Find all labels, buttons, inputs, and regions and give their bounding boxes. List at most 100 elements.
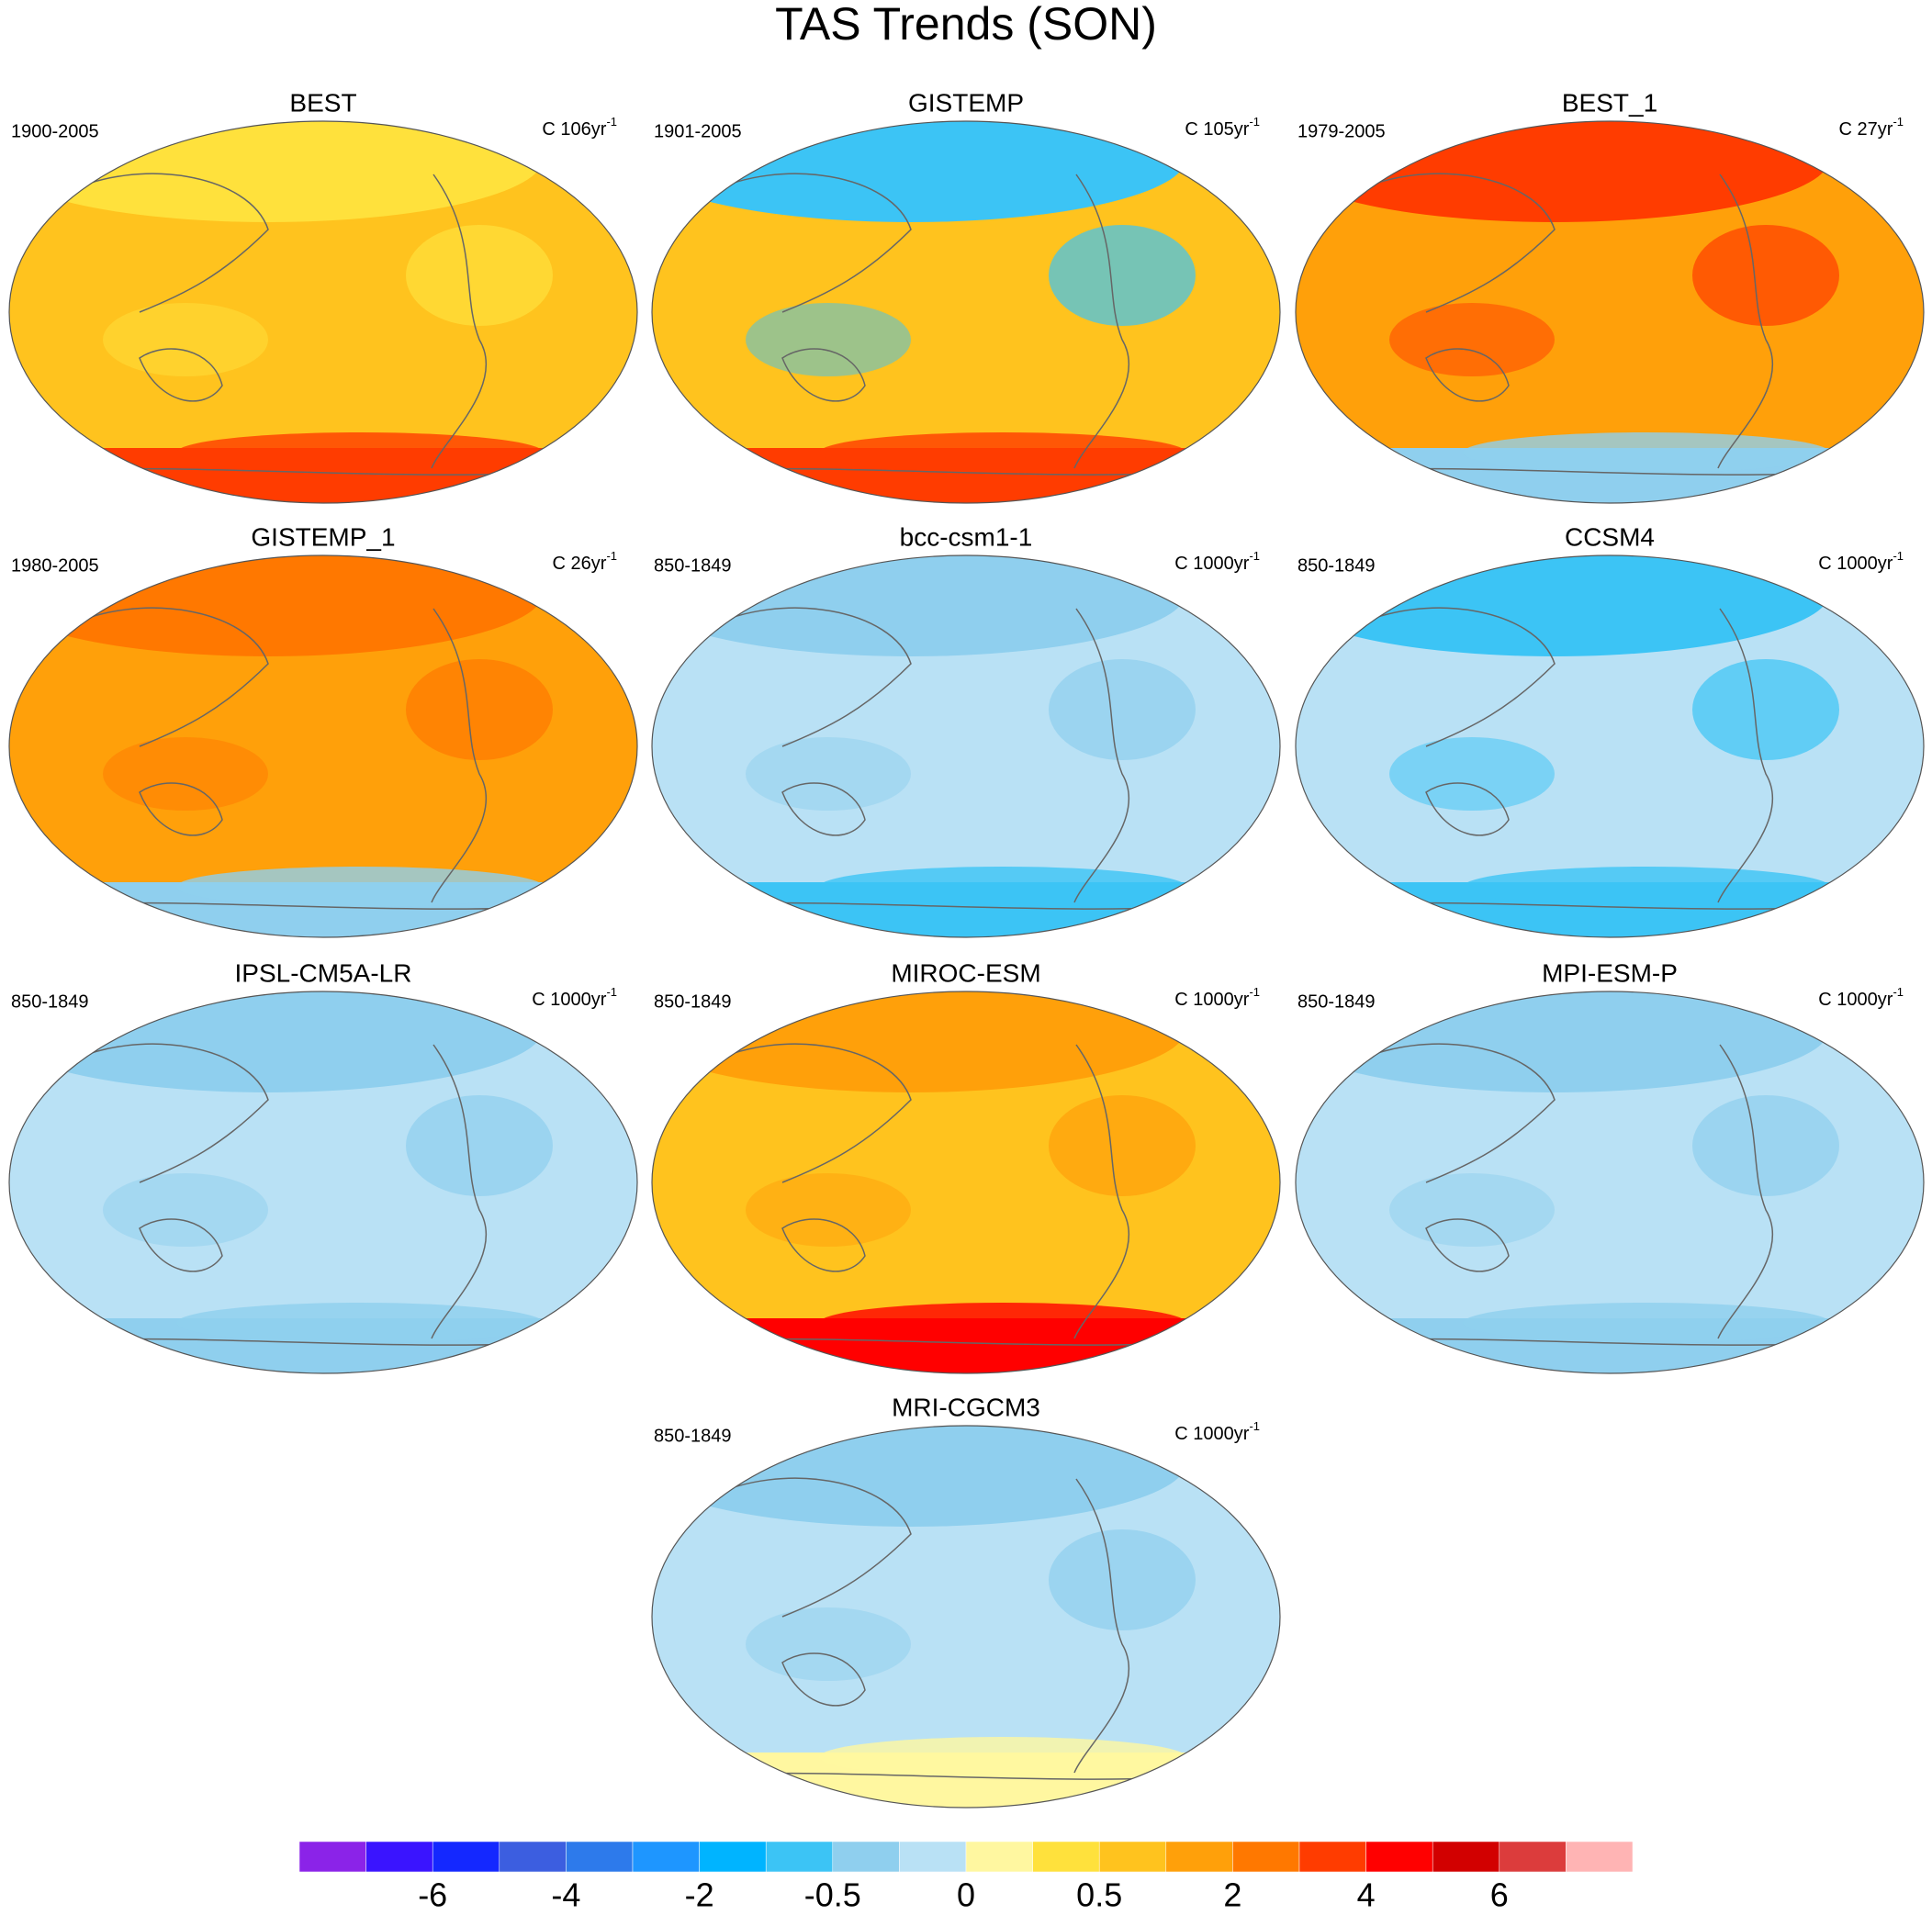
panel-units: C 1000yr-1	[1174, 1419, 1260, 1444]
units-text: C 1000yr	[1818, 990, 1893, 1010]
colorbar-box	[1165, 1841, 1233, 1873]
coastline	[1425, 782, 1510, 836]
panel-period: 850-1849	[654, 991, 732, 1012]
map-region	[819, 1303, 1186, 1343]
colorbar-box	[965, 1841, 1033, 1873]
coastline	[65, 1043, 269, 1183]
coastline	[1425, 1218, 1510, 1272]
colorbar-label: 4	[1357, 1876, 1376, 1914]
colorbar-box	[432, 1841, 500, 1873]
panel-title: GISTEMP	[908, 88, 1024, 117]
map-region	[1692, 225, 1839, 326]
map-region	[746, 737, 911, 811]
map-panel: CCSM4 850-1849 C 1000yr-1	[1295, 522, 1925, 938]
panel-units: C 105yr-1	[1185, 115, 1260, 140]
panel-units: C 1000yr-1	[1174, 985, 1260, 1010]
units-exponent: -1	[1249, 549, 1260, 563]
coastline	[1425, 348, 1510, 402]
map-region	[103, 303, 268, 376]
panel-units: C 27yr-1	[1839, 115, 1904, 140]
map-panel: GISTEMP_1 1980-2005 C 26yr-1	[8, 522, 638, 938]
map-region	[176, 1303, 544, 1343]
panel-units: C 1000yr-1	[1174, 549, 1260, 574]
map-region	[819, 432, 1186, 473]
units-exponent: -1	[1249, 985, 1260, 999]
panel-title: MIROC-ESM	[891, 958, 1040, 987]
units-text: C 1000yr	[1174, 990, 1249, 1010]
colorbar-box	[1365, 1841, 1433, 1873]
panel-title: BEST_1	[1562, 88, 1657, 117]
colorbar-label: 6	[1490, 1876, 1509, 1914]
map-outline	[8, 991, 638, 1374]
units-text: C 1000yr	[1174, 1424, 1249, 1444]
map-panel: MIROC-ESM 850-1849 C 1000yr-1	[651, 958, 1281, 1374]
map-region	[1389, 737, 1555, 811]
units-text: C 26yr	[553, 554, 607, 574]
colorbar-box	[765, 1841, 834, 1873]
map-field	[1296, 121, 1924, 503]
colorbar-box	[1098, 1841, 1167, 1873]
map-field	[652, 555, 1280, 937]
map-outline	[651, 120, 1281, 504]
map-panel: BEST_1 1979-2005 C 27yr-1	[1295, 88, 1925, 504]
coastline	[1073, 1044, 1129, 1339]
panel-period: 850-1849	[654, 1426, 732, 1446]
map-outline	[1295, 120, 1925, 504]
coastline	[139, 348, 223, 402]
panel-title: GISTEMP_1	[251, 522, 395, 551]
map-region	[819, 867, 1186, 907]
map-region	[1389, 1173, 1555, 1247]
panel-title: BEST	[289, 88, 356, 117]
panel-period: 1980-2005	[11, 555, 99, 576]
coastline	[1352, 1043, 1556, 1183]
coastline	[1717, 1044, 1773, 1339]
colorbar-box	[832, 1841, 900, 1873]
panel-units: C 1000yr-1	[532, 985, 617, 1010]
colorbar-box	[1499, 1841, 1567, 1873]
map-region	[1049, 1529, 1196, 1630]
map-region	[1389, 303, 1555, 376]
colorbar-label: 0.5	[1076, 1876, 1122, 1914]
coastline	[431, 174, 487, 469]
coastline	[1073, 1478, 1129, 1774]
map-region	[406, 225, 553, 326]
coastline	[708, 607, 912, 747]
map-field	[9, 991, 637, 1373]
panel-title: MPI-ESM-P	[1542, 958, 1678, 987]
map-region	[1049, 225, 1196, 326]
panel-period: 1979-2005	[1297, 121, 1386, 141]
colorbar-box	[499, 1841, 567, 1873]
colorbar-label: 0	[957, 1876, 975, 1914]
coastline	[1717, 608, 1773, 903]
map-region	[406, 659, 553, 760]
units-exponent: -1	[606, 115, 617, 129]
units-exponent: -1	[606, 549, 617, 563]
map-field	[1296, 555, 1924, 937]
units-text: C 27yr	[1839, 119, 1893, 140]
map-field	[652, 1426, 1280, 1808]
map-region	[746, 303, 911, 376]
map-region	[1463, 1303, 1830, 1343]
coastline	[139, 782, 223, 836]
map-outline	[651, 554, 1281, 938]
map-outline	[1295, 991, 1925, 1374]
map-outline	[1295, 554, 1925, 938]
panel-period: 850-1849	[1297, 991, 1376, 1012]
map-outline	[651, 991, 1281, 1374]
panel-title: IPSL-CM5A-LR	[235, 958, 412, 987]
coastline	[139, 1218, 223, 1272]
map-panel: GISTEMP 1901-2005 C 105yr-1	[651, 88, 1281, 504]
map-region	[406, 1095, 553, 1196]
map-field	[652, 121, 1280, 503]
units-text: C 105yr	[1185, 119, 1249, 140]
coastline	[708, 1043, 912, 1183]
colorbar-box	[1232, 1841, 1300, 1873]
map-field	[9, 121, 637, 503]
units-text: C 1000yr	[1818, 554, 1893, 574]
map-panel: IPSL-CM5A-LR 850-1849 C 1000yr-1	[8, 958, 638, 1374]
units-exponent: -1	[1893, 985, 1904, 999]
map-region	[819, 1737, 1186, 1777]
coastline	[1073, 174, 1129, 469]
